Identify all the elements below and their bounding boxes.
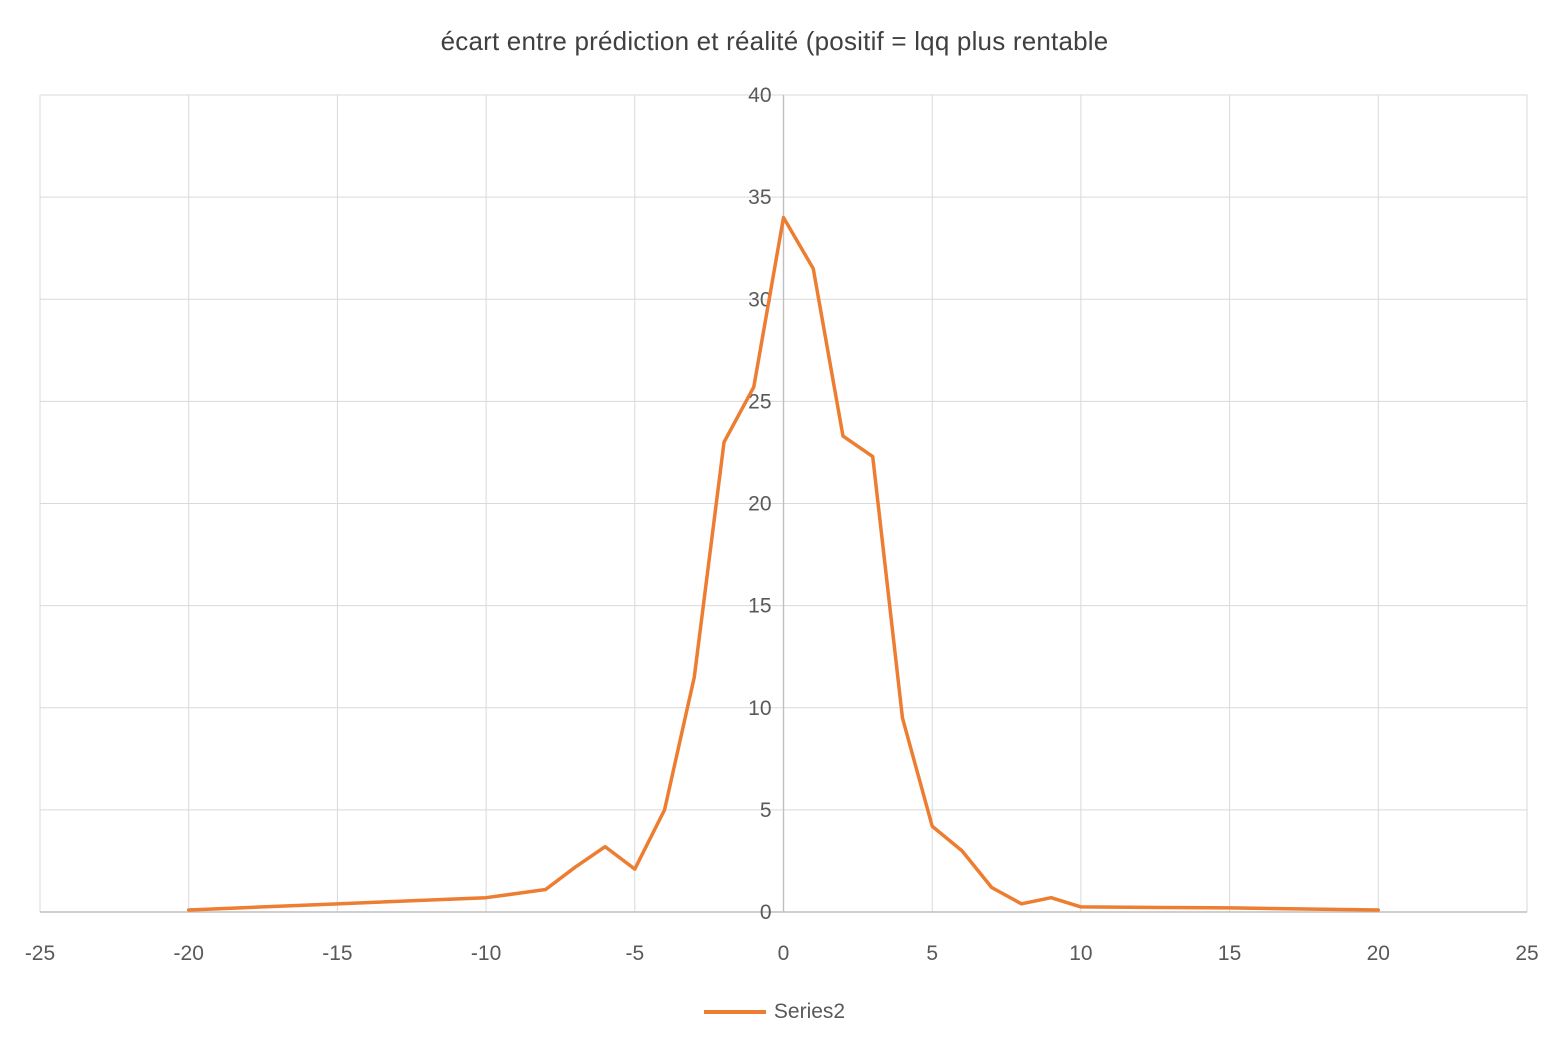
x-tick-label: -20	[174, 942, 204, 965]
x-tick-label: -15	[322, 942, 352, 965]
y-tick-label: 35	[748, 186, 771, 209]
x-tick-label: 25	[1515, 942, 1538, 965]
x-tick-label: 15	[1218, 942, 1241, 965]
y-tick-label: 10	[748, 697, 771, 720]
legend-series-label: Series2	[773, 1000, 846, 1023]
series-line	[186, 215, 1381, 912]
y-tick-label: 0	[760, 901, 772, 924]
y-tick-label: 25	[748, 390, 771, 413]
x-tick-label: -10	[471, 942, 501, 965]
x-tick-label: 10	[1069, 942, 1092, 965]
y-tick-label: 20	[748, 493, 771, 516]
x-tick-label: -25	[25, 942, 55, 965]
x-tick-label: 0	[778, 942, 790, 965]
y-tick-label: 15	[748, 595, 771, 618]
x-tick-label: 5	[926, 942, 938, 965]
y-tick-label: 30	[748, 288, 771, 311]
legend: Series2	[0, 1000, 1549, 1024]
y-tick-label: 5	[760, 799, 772, 822]
x-tick-label: 20	[1367, 942, 1390, 965]
chart-title: écart entre prédiction et réalité (posit…	[440, 26, 1109, 56]
y-tick-label: 40	[748, 84, 771, 107]
x-tick-label: -5	[625, 942, 644, 965]
legend-line-icon	[703, 1010, 766, 1014]
